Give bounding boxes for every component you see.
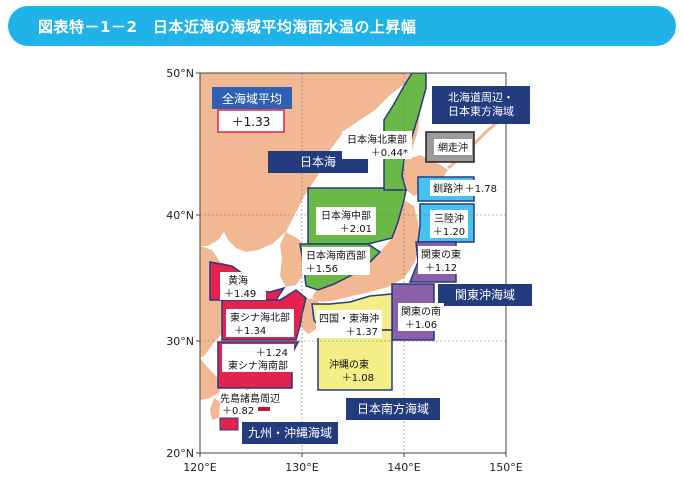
label-name-kanto-south: 関東の南 [401,305,441,318]
land-china-south [200,358,220,400]
lat-label-30: 30°N [166,335,194,348]
label-box-sanriku [430,210,468,238]
label-value-sea-of-japan-southwest: ＋1.56 [306,264,338,275]
label-value-shikoku-tokai: ＋1.37 [346,327,378,338]
land-korea [280,232,305,287]
label-name-yellow-sea: 黄海 [228,274,248,287]
map-frame [199,72,507,454]
group-label-south: 日本南方海域 [357,401,429,416]
label-value-east-china-south: ＋1.24 [256,348,288,359]
lat-label-50: 50°N [166,67,194,80]
land-hokkaido [402,155,448,196]
region-sakishima [219,417,239,431]
group-box-kyushu [242,422,338,444]
lat-label-40: 40°N [166,209,194,222]
region-sakishima-small [258,407,270,411]
label-box-east-china-south [222,344,294,372]
label-box-yellow-sea [220,272,266,300]
label-box-sea-of-japan-southwest [302,247,370,275]
lat-label-20: 20°N [166,447,194,460]
label-name-okinawa-east: 沖縄の東 [329,358,369,371]
label-name-east-china-north: 東シナ海北部 [230,311,290,324]
label-box-kanto-south [398,303,444,331]
header-bar: 図表特－1－2 日本近海の海域平均海面水温の上昇幅 [8,6,676,46]
label-box-sea-of-japan-central [316,207,376,235]
label-value-sea-of-japan-central: ＋2.01 [340,224,372,235]
group-label-sea-of-japan: 日本海 [300,154,336,169]
lon-label-120: 120°E [183,461,216,474]
land-taiwan [210,398,220,420]
label-name-sanriku: 三陸沖 [434,212,464,225]
lon-label-130: 130°E [285,461,318,474]
label-value-yellow-sea: ＋1.49 [224,289,256,300]
label-box-kushiro [430,180,500,196]
land-honshu [312,200,420,302]
group-label-kanto-east: 関東沖海域 [455,287,515,302]
label-name-kanto-east: 関東の東 [421,248,461,261]
group-label-kyushu: 九州・沖縄海域 [248,425,332,440]
lon-label-140: 140°E [387,461,420,474]
label-box-shikoku-tokai [316,310,382,338]
label-value-sakishima: ＋0.82 [222,406,254,417]
label-value-east-china-north: ＋1.34 [234,326,266,337]
label-box-sea-of-japan-northeast [342,131,412,159]
label-name-kushiro: 釧路沖 [433,182,463,195]
overall-value: ＋1.33 [232,115,271,129]
label-box-okinawa-east [320,356,378,384]
label-box-east-china-north [226,309,294,337]
label-name-sea-of-japan-central: 日本海中部 [321,209,371,222]
page-title: 図表特－1－2 日本近海の海域平均海面水温の上昇幅 [38,18,417,36]
group-label-north-line1: 北海道周辺・ [448,90,514,104]
axis-ticks [196,72,507,457]
label-value-kushiro: ＋1.78 [465,184,497,195]
label-name-abashiri: 網走沖 [438,141,468,154]
label-value-sanriku: ＋1.20 [433,227,465,238]
label-value-kanto-south: ＋1.06 [405,320,437,331]
label-box-abashiri [434,139,472,155]
label-value-sea-of-japan-northeast: ＋0.44* [371,148,408,159]
lon-label-150: 150°E [489,461,522,474]
label-value-kanto-east: ＋1.12 [425,263,457,274]
label-name-sakishima: 先島諸島周辺 [220,392,280,405]
group-box-kanto-east [438,284,532,306]
label-value-okinawa-east: ＋1.08 [342,373,374,384]
overall-label: 全海域平均 [222,91,282,106]
label-name-sea-of-japan-southwest: 日本海南西部 [306,249,366,262]
label-name-sea-of-japan-northeast: 日本海北東部 [347,133,407,146]
group-label-north-line2: 日本東方海域 [448,104,514,118]
group-label-north: 北海道周辺・日本東方海域 [448,90,514,118]
label-box-kanto-east [418,246,464,274]
group-box-north [432,86,530,124]
label-name-shikoku-tokai: 四国・東海沖 [319,312,379,325]
overall-title-box [212,87,292,109]
overall-value-box [217,109,285,133]
group-box-south [346,398,440,420]
label-name-east-china-south: 東シナ海南部 [228,359,288,372]
